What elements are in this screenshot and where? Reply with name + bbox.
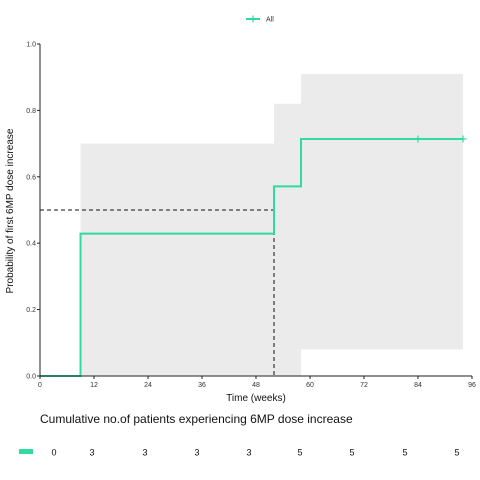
ci-band-2	[301, 73, 463, 350]
y-tick-label: 0.2	[26, 307, 36, 314]
censor-mark	[459, 135, 467, 143]
y-axis-title: Probability of first 6MP dose increase	[5, 128, 16, 293]
confidence-bands	[80, 73, 463, 376]
legend-label-all: All	[266, 17, 274, 24]
x-tick-label: 84	[414, 382, 422, 389]
risk-table-row: 0 3 3 3 3 5 5 5 5	[19, 448, 460, 458]
survival-curve-all	[40, 137, 463, 377]
x-tick-label: 36	[198, 382, 206, 389]
x-tick-label: 72	[360, 382, 368, 389]
tick-labels: 0 12 24 36 48 60 72 84 96 0.0 0.2 0.4 0.6 0.8 1.0	[26, 42, 476, 390]
risk-table-title: Cumulative no.of patients experiencing 6…	[40, 412, 353, 426]
y-tick-label: 0.6	[26, 174, 36, 181]
y-tick-label: 0.4	[26, 241, 36, 248]
y-tick-label: 0.8	[26, 108, 36, 115]
x-tick-label: 24	[144, 382, 152, 389]
censor-mark	[414, 135, 422, 143]
x-tick-label: 96	[468, 382, 476, 389]
ci-band-1	[274, 103, 301, 376]
x-tick-label: 48	[252, 382, 260, 389]
risk-table-value: 3	[142, 448, 147, 458]
risk-table-value: 3	[89, 448, 94, 458]
risk-table-value: 5	[297, 448, 302, 458]
ci-band-0	[80, 143, 274, 376]
risk-table-value: 5	[402, 448, 407, 458]
x-tick-label: 12	[90, 382, 98, 389]
risk-table-value: 5	[349, 448, 354, 458]
x-tick-label: 0	[38, 382, 42, 389]
survival-curves	[40, 135, 467, 377]
risk-table-value: 3	[194, 448, 199, 458]
x-tick-label: 60	[306, 382, 314, 389]
x-axis-title: Time (weeks)	[226, 393, 286, 404]
risk-table-value: 0	[51, 448, 56, 458]
risk-table-value: 3	[246, 448, 251, 458]
axes	[37, 43, 473, 379]
y-tick-label: 1.0	[26, 42, 36, 49]
y-tick-label: 0.0	[26, 374, 36, 381]
risk-table-swatch	[19, 449, 33, 454]
median-reference-lines	[40, 209, 275, 376]
legend: All	[246, 15, 274, 24]
risk-table-value: 5	[454, 448, 459, 458]
